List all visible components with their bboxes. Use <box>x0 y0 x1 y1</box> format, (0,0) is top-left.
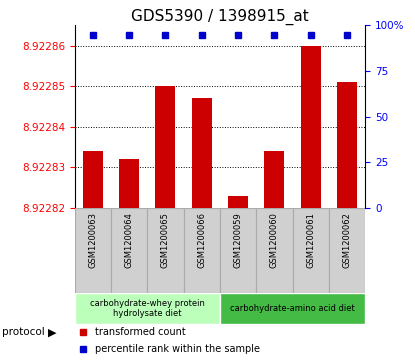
Bar <box>293 208 329 293</box>
Text: carbohydrate-whey protein
hydrolysate diet: carbohydrate-whey protein hydrolysate di… <box>90 299 205 318</box>
Text: GSM1200061: GSM1200061 <box>306 212 315 268</box>
Text: carbohydrate-amino acid diet: carbohydrate-amino acid diet <box>230 304 355 313</box>
Bar <box>147 208 183 293</box>
Text: GSM1200059: GSM1200059 <box>234 212 243 268</box>
Bar <box>329 208 365 293</box>
Title: GDS5390 / 1398915_at: GDS5390 / 1398915_at <box>131 9 309 25</box>
Text: GSM1200060: GSM1200060 <box>270 212 279 268</box>
Bar <box>192 98 212 208</box>
Bar <box>301 46 321 208</box>
Bar <box>83 151 103 208</box>
Bar <box>264 151 284 208</box>
Text: ▶: ▶ <box>48 327 56 337</box>
Bar <box>337 82 357 208</box>
Bar <box>256 208 293 293</box>
Bar <box>156 86 176 208</box>
Text: percentile rank within the sample: percentile rank within the sample <box>95 344 260 355</box>
Bar <box>220 293 365 325</box>
Text: GSM1200062: GSM1200062 <box>342 212 352 268</box>
Text: GSM1200065: GSM1200065 <box>161 212 170 268</box>
Text: protocol: protocol <box>2 327 45 337</box>
Text: GSM1200064: GSM1200064 <box>124 212 134 268</box>
Text: transformed count: transformed count <box>95 327 186 337</box>
Bar <box>183 208 220 293</box>
Bar <box>228 196 248 208</box>
Text: GSM1200063: GSM1200063 <box>88 212 98 268</box>
Text: GSM1200066: GSM1200066 <box>197 212 206 268</box>
Bar <box>119 159 139 208</box>
Bar <box>220 208 256 293</box>
Bar <box>75 293 220 325</box>
Bar <box>75 208 111 293</box>
Bar <box>111 208 147 293</box>
